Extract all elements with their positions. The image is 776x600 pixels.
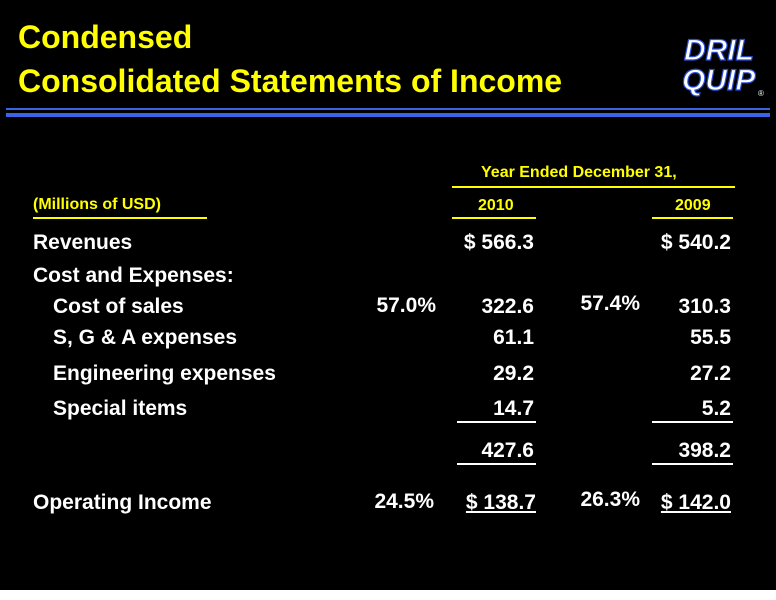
period-header: Year Ended December 31, (481, 164, 677, 181)
cost-and-expenses-label: Cost and Expenses: (33, 264, 234, 287)
total-underline-2010 (457, 463, 536, 465)
sga-2010: 61.1 (493, 326, 534, 349)
cost-of-sales-pct-2010: 57.0% (376, 294, 436, 317)
special-items-2010: 14.7 (493, 397, 534, 420)
sga-label: S, G & A expenses (53, 326, 238, 349)
special-items-underline-2009 (652, 421, 733, 423)
title-rule-top (6, 108, 770, 110)
revenues-label: Revenues (33, 231, 133, 254)
operating-income-pct-2009: 26.3% (580, 488, 640, 511)
dril-quip-logo: DRIL QUIP ® (681, 33, 764, 98)
page-title-line2: Consolidated Statements of Income (18, 63, 563, 99)
units-underline (33, 217, 207, 219)
column-header-2010: 2010 (478, 197, 514, 214)
operating-income-pct-2010: 24.5% (374, 490, 434, 513)
total-expenses-2009: 398.2 (678, 439, 731, 462)
total-expenses-2010: 427.6 (481, 439, 534, 462)
operating-income-2010: $ 138.7 (465, 491, 536, 514)
title-rule-bottom (6, 113, 770, 117)
cost-of-sales-pct-2009: 57.4% (580, 292, 640, 315)
engineering-2010: 29.2 (493, 362, 534, 385)
units-label: (Millions of USD) (33, 196, 161, 213)
registered-mark: ® (758, 89, 764, 98)
column-underline-2010 (452, 217, 536, 219)
revenues-2009: $ 540.2 (660, 231, 731, 254)
engineering-label: Engineering expenses (53, 362, 276, 385)
operating-income-label: Operating Income (33, 491, 212, 514)
cost-of-sales-label: Cost of sales (53, 295, 184, 318)
page-title-line1: Condensed (18, 19, 193, 55)
revenues-2010: $ 566.3 (463, 231, 534, 254)
special-items-2009: 5.2 (701, 397, 731, 420)
logo-line2: QUIP (682, 64, 756, 97)
cost-of-sales-2010: 322.6 (481, 295, 534, 318)
sga-2009: 55.5 (690, 326, 731, 349)
logo-line1: DRIL (684, 34, 754, 67)
operating-income-2009: $ 142.0 (660, 491, 731, 514)
column-underline-2009 (652, 217, 733, 219)
column-header-2009: 2009 (675, 197, 711, 214)
period-underline (452, 186, 735, 188)
special-items-label: Special items (53, 397, 188, 420)
cost-of-sales-2009: 310.3 (678, 295, 731, 318)
special-items-underline-2010 (457, 421, 536, 423)
engineering-2009: 27.2 (690, 362, 731, 385)
total-underline-2009 (652, 463, 733, 465)
